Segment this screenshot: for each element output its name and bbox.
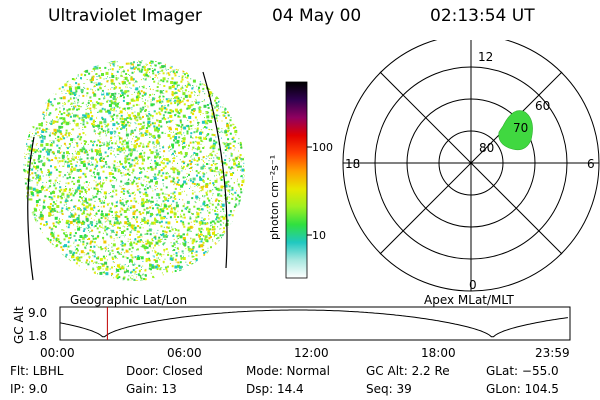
mlt-label-12: 12 bbox=[478, 50, 493, 64]
filter-info: Flt: LBHL bbox=[10, 364, 64, 378]
colorbar-unit-label: photon cm⁻²s⁻¹ bbox=[268, 155, 281, 240]
orbit-x-tick-0: 00:00 bbox=[40, 346, 75, 360]
polar-plot: 12 18 6 0 60 70 80 bbox=[342, 40, 600, 292]
lat-label-70: 70 bbox=[513, 121, 528, 135]
orbit-x-tick-3: 18:00 bbox=[421, 346, 456, 360]
lat-label-80: 80 bbox=[479, 141, 494, 155]
mlt-label-6: 6 bbox=[587, 157, 595, 171]
colorbar-tick-label-10: 10 bbox=[312, 229, 326, 242]
instrument-title: Ultraviolet Imager bbox=[48, 6, 202, 26]
geographic-label: Geographic Lat/Lon bbox=[70, 293, 188, 307]
geographic-image bbox=[23, 59, 245, 281]
glon-info: GLon: 104.5 bbox=[486, 382, 559, 396]
mlt-label-0: 0 bbox=[469, 278, 477, 292]
orbit-axis-label: GC Alt bbox=[12, 306, 26, 344]
lat-label-60: 60 bbox=[535, 99, 550, 113]
orbit-altitude-chart: GC Alt 9.0 1.8 00:00 06:00 12:00 18:00 2… bbox=[12, 306, 571, 360]
orbit-y-top-label: 9.0 bbox=[28, 306, 47, 320]
terminator-right-line bbox=[202, 71, 228, 269]
mlt-label-18: 18 bbox=[345, 157, 360, 171]
orbit-y-bottom-label: 1.8 bbox=[28, 329, 47, 343]
seq-info: Seq: 39 bbox=[366, 382, 412, 396]
orbit-x-tick-4: 23:59 bbox=[535, 346, 570, 360]
gain-info: Gain: 13 bbox=[126, 382, 177, 396]
terminator-left-line bbox=[27, 136, 35, 281]
colorbar-rect bbox=[285, 81, 308, 279]
orbit-chart-frame bbox=[59, 306, 571, 341]
ip-info: IP: 9.0 bbox=[10, 382, 48, 396]
orbit-x-tick-1: 06:00 bbox=[167, 346, 202, 360]
colorbar: 100 10 photon cm⁻²s⁻¹ bbox=[268, 81, 333, 279]
dsp-info: Dsp: 14.4 bbox=[246, 382, 304, 396]
orbit-x-tick-2: 12:00 bbox=[294, 346, 329, 360]
glat-info: GLat: −55.0 bbox=[486, 364, 559, 378]
mode-info: Mode: Normal bbox=[246, 364, 330, 378]
time-label: 02:13:54 UT bbox=[430, 6, 535, 26]
uv-emission-noise bbox=[23, 59, 245, 281]
auroral-blob bbox=[498, 110, 533, 151]
date-label: 04 May 00 bbox=[272, 6, 362, 26]
gc-alt-info: GC Alt: 2.2 Re bbox=[366, 364, 450, 378]
door-info: Door: Closed bbox=[126, 364, 203, 378]
apex-label: Apex MLat/MLT bbox=[424, 293, 514, 307]
colorbar-tick-label-100: 100 bbox=[312, 141, 333, 154]
polar-diagonal-2 bbox=[379, 71, 563, 255]
orbit-altitude-curve bbox=[59, 309, 568, 338]
